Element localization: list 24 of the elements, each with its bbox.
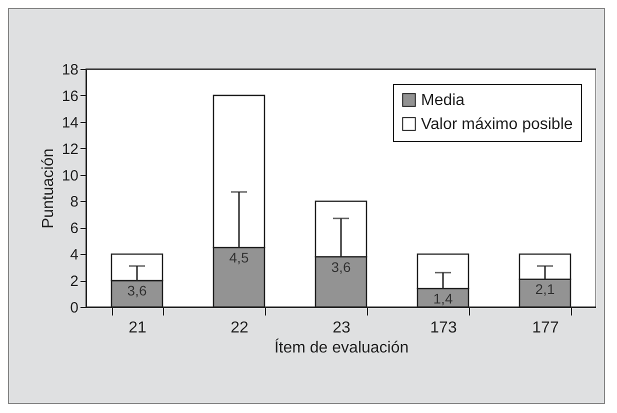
annotation: 3,6 <box>331 258 351 275</box>
x-tick-label: 23 <box>332 320 350 336</box>
y-tick-label: 16 <box>62 88 78 105</box>
y-tick-label: 12 <box>62 140 78 158</box>
y-axis-title: Puntuación <box>40 148 57 229</box>
y-tick-label: 6 <box>70 220 78 238</box>
x-tick-label: 173 <box>430 320 457 336</box>
y-tick-label: 4 <box>70 246 78 264</box>
y-tick-label: 18 <box>62 62 78 78</box>
x-tick-label: 22 <box>230 320 248 336</box>
x-tick-label: 21 <box>128 320 146 336</box>
annotation: 2,1 <box>535 281 555 298</box>
annotation: 1,4 <box>433 290 453 306</box>
legend-label: Valor máximo posible <box>421 116 573 133</box>
y-tick-label: 2 <box>70 273 78 290</box>
annotation: 3,6 <box>127 282 147 299</box>
annotation: 4,5 <box>229 250 249 266</box>
y-tick-label: 10 <box>62 167 78 184</box>
legend-label: Media <box>421 92 465 109</box>
y-tick-label: 8 <box>70 194 78 211</box>
y-tick-label: 0 <box>70 300 78 316</box>
x-axis-title: Ítem de evaluación <box>274 338 409 356</box>
y-tick-label: 14 <box>62 114 78 132</box>
x-tick-label: 177 <box>532 320 559 336</box>
